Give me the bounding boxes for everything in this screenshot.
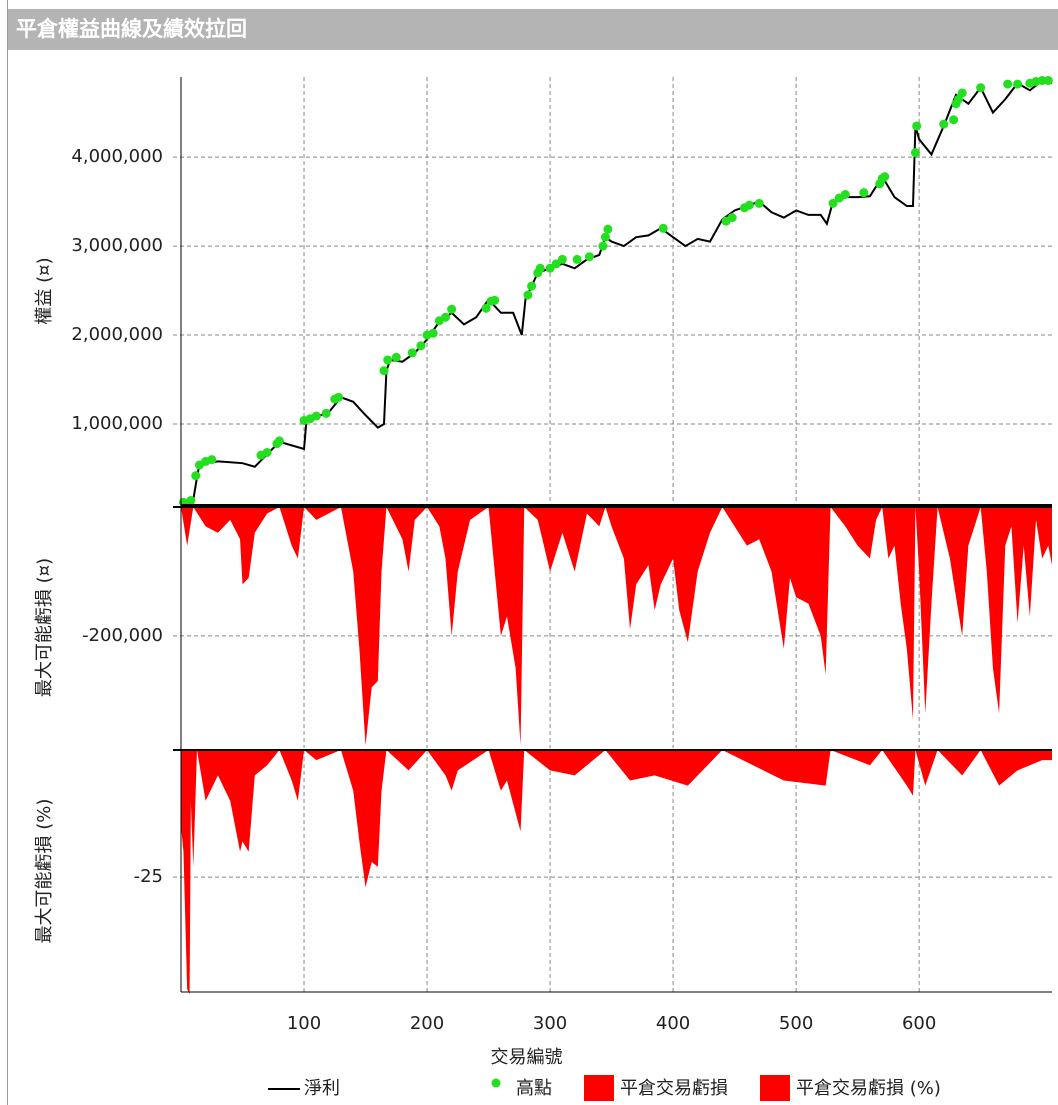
x-tick-label: 300 <box>533 1013 567 1034</box>
high-point <box>828 198 838 208</box>
legend-label: 平倉交易虧損 (%) <box>796 1078 941 1099</box>
high-point <box>321 408 331 418</box>
y-axis-label: 最大可能虧損 (%) <box>34 799 55 944</box>
high-point <box>754 198 764 208</box>
high-point <box>949 115 959 125</box>
high-point <box>598 241 608 251</box>
y-tick-label: 4,000,000 <box>71 146 163 167</box>
x-tick-label: 400 <box>656 1013 690 1034</box>
legend-label: 淨利 <box>304 1078 340 1099</box>
high-point <box>274 436 284 446</box>
x-tick-label: 200 <box>410 1013 444 1034</box>
x-axis-label: 交易編號 <box>491 1047 563 1068</box>
high-point <box>1003 79 1013 89</box>
drawdown-area <box>181 750 1052 995</box>
high-point <box>572 254 582 264</box>
high-point <box>262 448 272 458</box>
high-point <box>727 213 737 223</box>
high-point <box>440 312 450 322</box>
high-point <box>527 281 537 291</box>
y-tick-label: -200,000 <box>82 625 163 646</box>
high-point <box>957 88 967 98</box>
high-point <box>912 121 922 131</box>
high-point <box>584 252 594 262</box>
high-point <box>191 471 201 481</box>
y-tick-label: 1,000,000 <box>71 413 163 434</box>
y-tick-label: -25 <box>134 866 163 887</box>
y-axis-label: 最大可能虧損 (¤) <box>34 558 55 697</box>
x-tick-label: 500 <box>779 1013 813 1034</box>
legend-label: 高點 <box>516 1078 552 1099</box>
high-point <box>186 496 196 506</box>
high-point <box>859 188 869 198</box>
x-tick-label: 600 <box>902 1013 936 1034</box>
legend-swatch <box>584 1075 614 1101</box>
high-point <box>447 304 457 314</box>
high-point <box>481 303 491 313</box>
window-frame <box>7 0 8 1105</box>
window-title: 平倉權益曲線及績效拉回 <box>8 9 1058 50</box>
high-point <box>407 348 417 358</box>
high-point <box>490 295 500 305</box>
legend-label: 平倉交易虧損 <box>620 1078 728 1099</box>
high-point <box>840 189 850 199</box>
high-point <box>600 232 610 242</box>
high-point <box>523 290 533 300</box>
high-point <box>603 224 613 234</box>
equity-line <box>180 79 1053 506</box>
y-axis-label: 權益 (¤) <box>34 257 55 324</box>
high-point <box>383 355 393 365</box>
x-tick-label: 100 <box>287 1013 321 1034</box>
high-point <box>207 455 217 465</box>
high-point <box>391 352 401 362</box>
high-point <box>1037 76 1047 86</box>
high-point <box>1043 76 1053 86</box>
legend-swatch <box>491 1078 501 1088</box>
high-point <box>880 172 890 182</box>
high-point <box>311 411 321 421</box>
high-point <box>658 223 668 233</box>
high-point <box>557 254 567 264</box>
drawdown-area <box>181 507 1052 746</box>
y-tick-label: 2,000,000 <box>71 324 163 345</box>
high-point <box>910 148 920 158</box>
high-point <box>744 200 754 210</box>
y-tick-label: 3,000,000 <box>71 235 163 256</box>
high-point <box>976 83 986 93</box>
high-point <box>428 328 438 338</box>
high-point <box>939 119 949 129</box>
legend-swatch <box>760 1075 790 1101</box>
high-point <box>535 263 545 273</box>
high-point <box>379 366 389 376</box>
high-point <box>333 392 343 402</box>
high-point <box>1013 79 1023 89</box>
high-point <box>416 341 426 351</box>
